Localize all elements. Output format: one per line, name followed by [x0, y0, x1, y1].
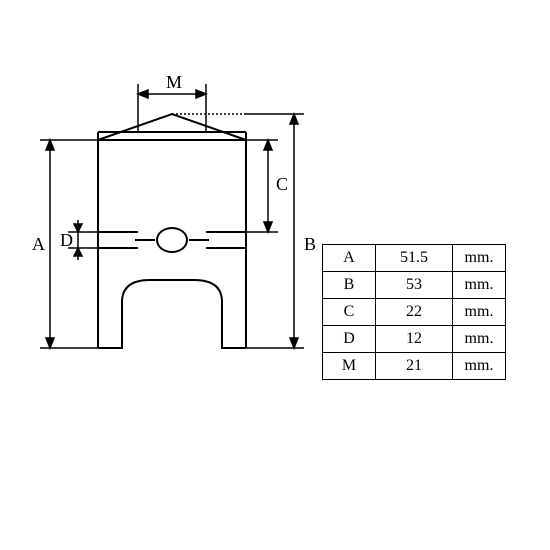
table-row: B 53 mm.: [323, 272, 506, 299]
dim-unit: mm.: [453, 353, 506, 380]
dim-unit: mm.: [453, 326, 506, 353]
label-M: M: [166, 72, 182, 92]
table-row: A 51.5 mm.: [323, 245, 506, 272]
piston-diagram: A D B C M: [10, 70, 320, 390]
dim-val: 51.5: [376, 245, 453, 272]
dim-key: C: [323, 299, 376, 326]
dimension-table: A 51.5 mm. B 53 mm. C 22 mm. D 12 mm. M …: [322, 244, 506, 380]
table-row: M 21 mm.: [323, 353, 506, 380]
dim-unit: mm.: [453, 272, 506, 299]
dim-key: D: [323, 326, 376, 353]
table-row: C 22 mm.: [323, 299, 506, 326]
dim-val: 21: [376, 353, 453, 380]
dim-unit: mm.: [453, 245, 506, 272]
label-A: A: [32, 234, 45, 254]
label-B: B: [304, 234, 316, 254]
label-C: C: [276, 174, 288, 194]
dim-key: B: [323, 272, 376, 299]
dim-val: 22: [376, 299, 453, 326]
dim-val: 12: [376, 326, 453, 353]
dim-val: 53: [376, 272, 453, 299]
dim-key: M: [323, 353, 376, 380]
dim-unit: mm.: [453, 299, 506, 326]
dim-key: A: [323, 245, 376, 272]
label-D: D: [60, 230, 73, 250]
table-row: D 12 mm.: [323, 326, 506, 353]
